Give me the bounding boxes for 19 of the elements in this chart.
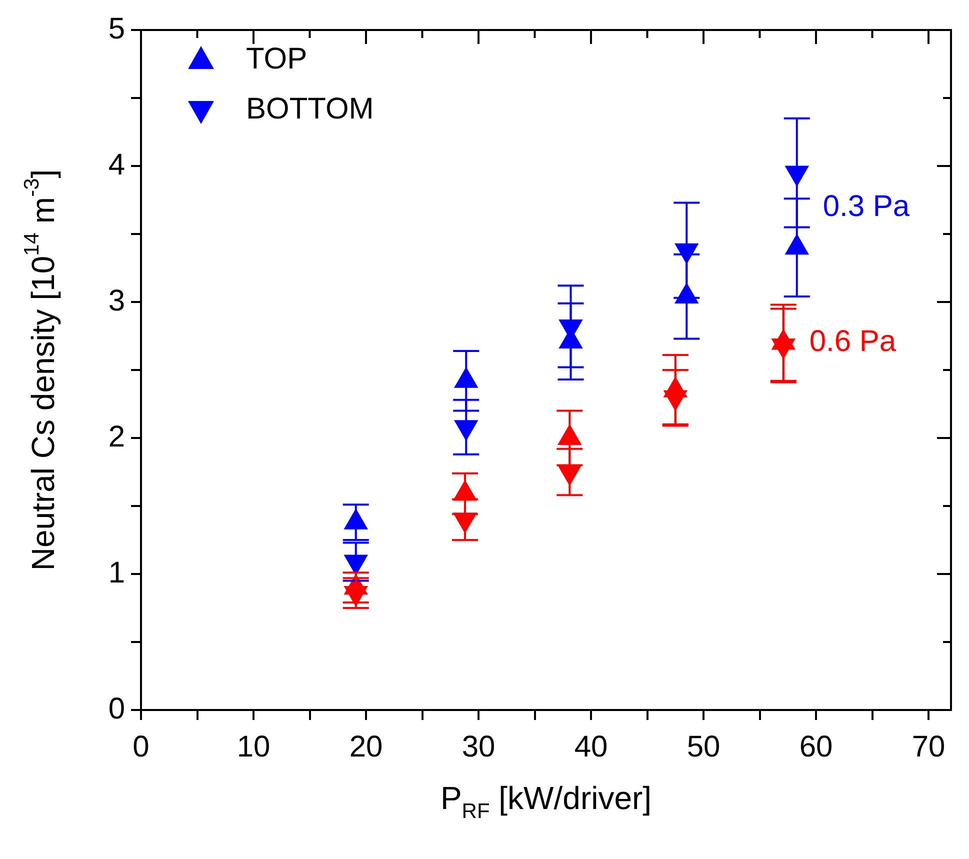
y-tick-label: 5 [108,12,125,46]
x-tick-label: 20 [349,730,383,764]
x-tick-label: 40 [574,730,608,764]
legend-label: BOTTOM [246,92,374,126]
x-tick-label: 30 [462,730,496,764]
y-tick-label: 0 [108,692,125,726]
x-tick-label: 50 [686,730,720,764]
annotation: 0.6 Pa [809,325,896,358]
y-tick-label: 3 [108,284,125,318]
annotation: 0.3 Pa [822,190,910,223]
x-tick-label: 60 [799,730,833,764]
legend-label: TOP [246,42,308,76]
x-tick-label: 0 [132,730,150,764]
y-tick-label: 1 [108,556,125,590]
y-axis-title: Neutral Cs density [1014 m-3] [20,169,61,571]
y-tick-label: 2 [108,420,125,454]
x-tick-label: 10 [236,730,270,764]
y-tick-label: 4 [108,148,125,182]
x-tick-label: 70 [912,730,946,764]
